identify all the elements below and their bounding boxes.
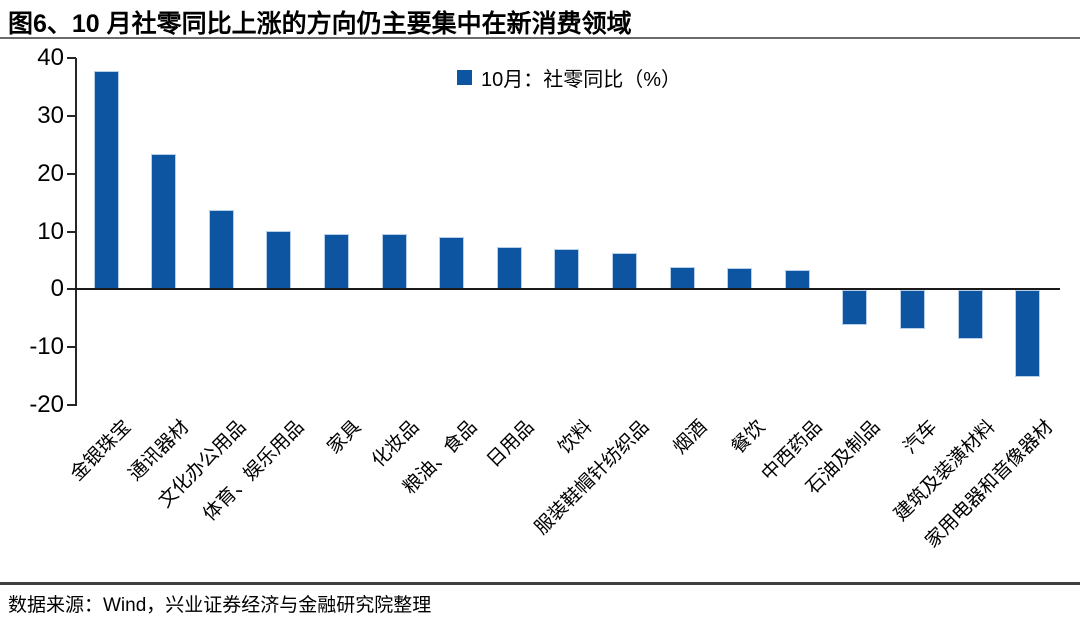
bar: [93, 70, 119, 290]
legend-label: 10月：社零同比（%）: [480, 69, 682, 91]
bar: [151, 154, 177, 290]
bar: [439, 237, 465, 290]
y-axis-tick: [67, 346, 76, 349]
bar: [554, 249, 580, 290]
category-label: 家具: [324, 416, 366, 459]
category-label: 金银珠宝: [66, 416, 136, 486]
bar: [208, 209, 234, 290]
category-label: 饮料: [554, 416, 597, 459]
y-axis-tick: [67, 230, 76, 233]
legend-swatch-icon: [456, 70, 472, 85]
bar: [957, 290, 983, 339]
y-tick-label: 40: [37, 44, 64, 71]
x-axis-zero-line: [75, 288, 1060, 291]
y-axis-tick: [67, 57, 76, 59]
y-axis-tick: [67, 114, 76, 117]
y-tick-label: 30: [37, 101, 64, 129]
bar: [899, 290, 925, 330]
y-axis-tick: [67, 404, 76, 406]
y-tick-label: 10: [37, 217, 64, 245]
y-axis-tick: [67, 172, 76, 175]
bar: [381, 234, 407, 290]
y-tick-label: -10: [29, 333, 64, 361]
bar: [496, 246, 522, 290]
title-divider: [0, 37, 1080, 39]
chart-legend: 10月：社零同比（%）: [78, 63, 1060, 92]
bar: [784, 270, 810, 290]
category-label: 日用品: [483, 416, 539, 472]
category-label: 餐饮: [727, 416, 769, 459]
y-tick-label: -20: [29, 391, 64, 418]
y-axis-line: [75, 58, 77, 406]
footer-divider: [0, 582, 1080, 585]
y-axis-tick: [67, 288, 76, 291]
category-label: 烟酒: [669, 416, 712, 459]
bar: [1015, 290, 1041, 378]
y-tick-label: 20: [37, 159, 64, 187]
y-tick-label: 0: [50, 275, 64, 303]
bar: [727, 267, 753, 290]
bar: [611, 252, 637, 290]
category-label: 汽车: [900, 416, 942, 459]
data-source-note: 数据来源：Wind，兴业证券经济与金融研究院整理: [8, 595, 432, 616]
chart-title: 图6、10 月社零同比上涨的方向仍主要集中在新消费领域: [8, 10, 632, 38]
bar: [842, 290, 868, 326]
bar: [266, 230, 292, 290]
bar: [323, 234, 349, 290]
bar: [669, 266, 695, 290]
